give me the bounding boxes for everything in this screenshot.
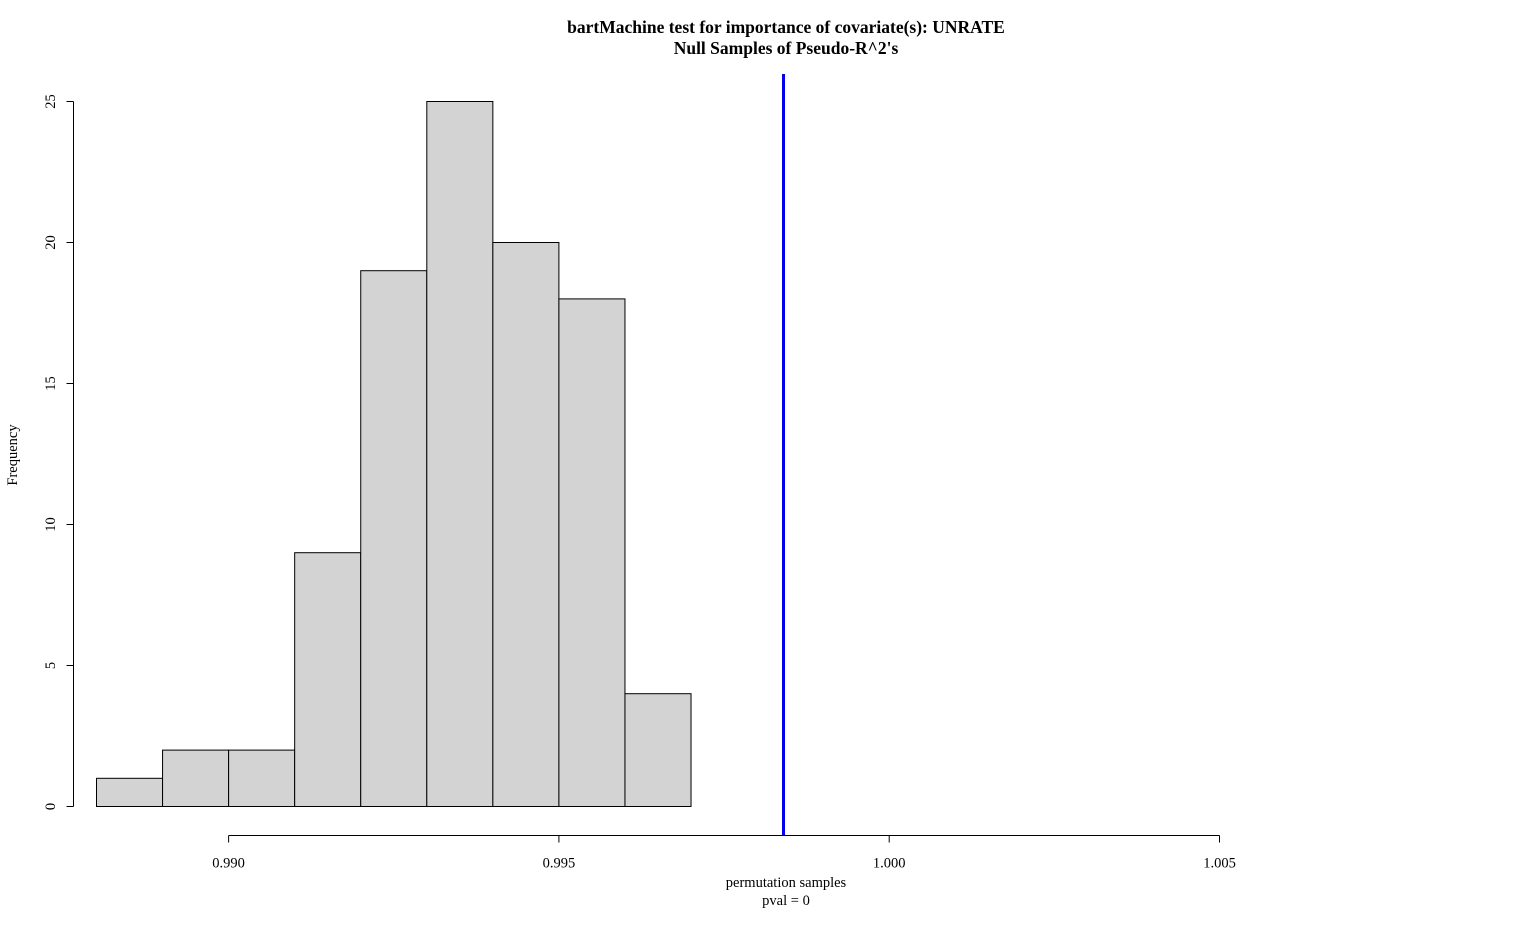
x-tick-label: 0.995 [543,856,576,872]
y-tick-label: 0 [43,803,59,810]
y-axis-label: Frequency [5,424,21,486]
histogram-bars [96,101,692,808]
y-axis: 0 5 10 15 20 25 [43,94,74,810]
x-tick-label: 0.990 [212,856,245,872]
y-tick-label: 15 [43,376,59,391]
y-tick-label: 5 [43,662,59,669]
histogram-bar [96,777,164,807]
y-tick-label: 25 [43,94,59,109]
histogram-bar [558,298,626,807]
chart-title: bartMachine test for importance of covar… [567,17,1005,37]
x-axis: 0.990 0.995 1.000 1.005 [212,835,1236,872]
x-axis-label: permutation samples [726,875,847,891]
pval-label: pval = 0 [762,893,810,909]
histogram-bar [624,693,692,808]
histogram-bar [492,242,560,807]
histogram-bar [360,270,428,807]
x-tick-label: 1.005 [1203,856,1236,872]
y-tick-label: 10 [43,517,59,532]
chart-subtitle: Null Samples of Pseudo-R^2's [674,38,899,58]
y-tick-label: 20 [43,235,59,250]
histogram-bar [228,749,296,807]
histogram-bar [294,552,362,808]
histogram-bar [426,101,494,807]
x-tick-label: 1.000 [873,856,906,872]
histogram-bar [162,749,230,807]
